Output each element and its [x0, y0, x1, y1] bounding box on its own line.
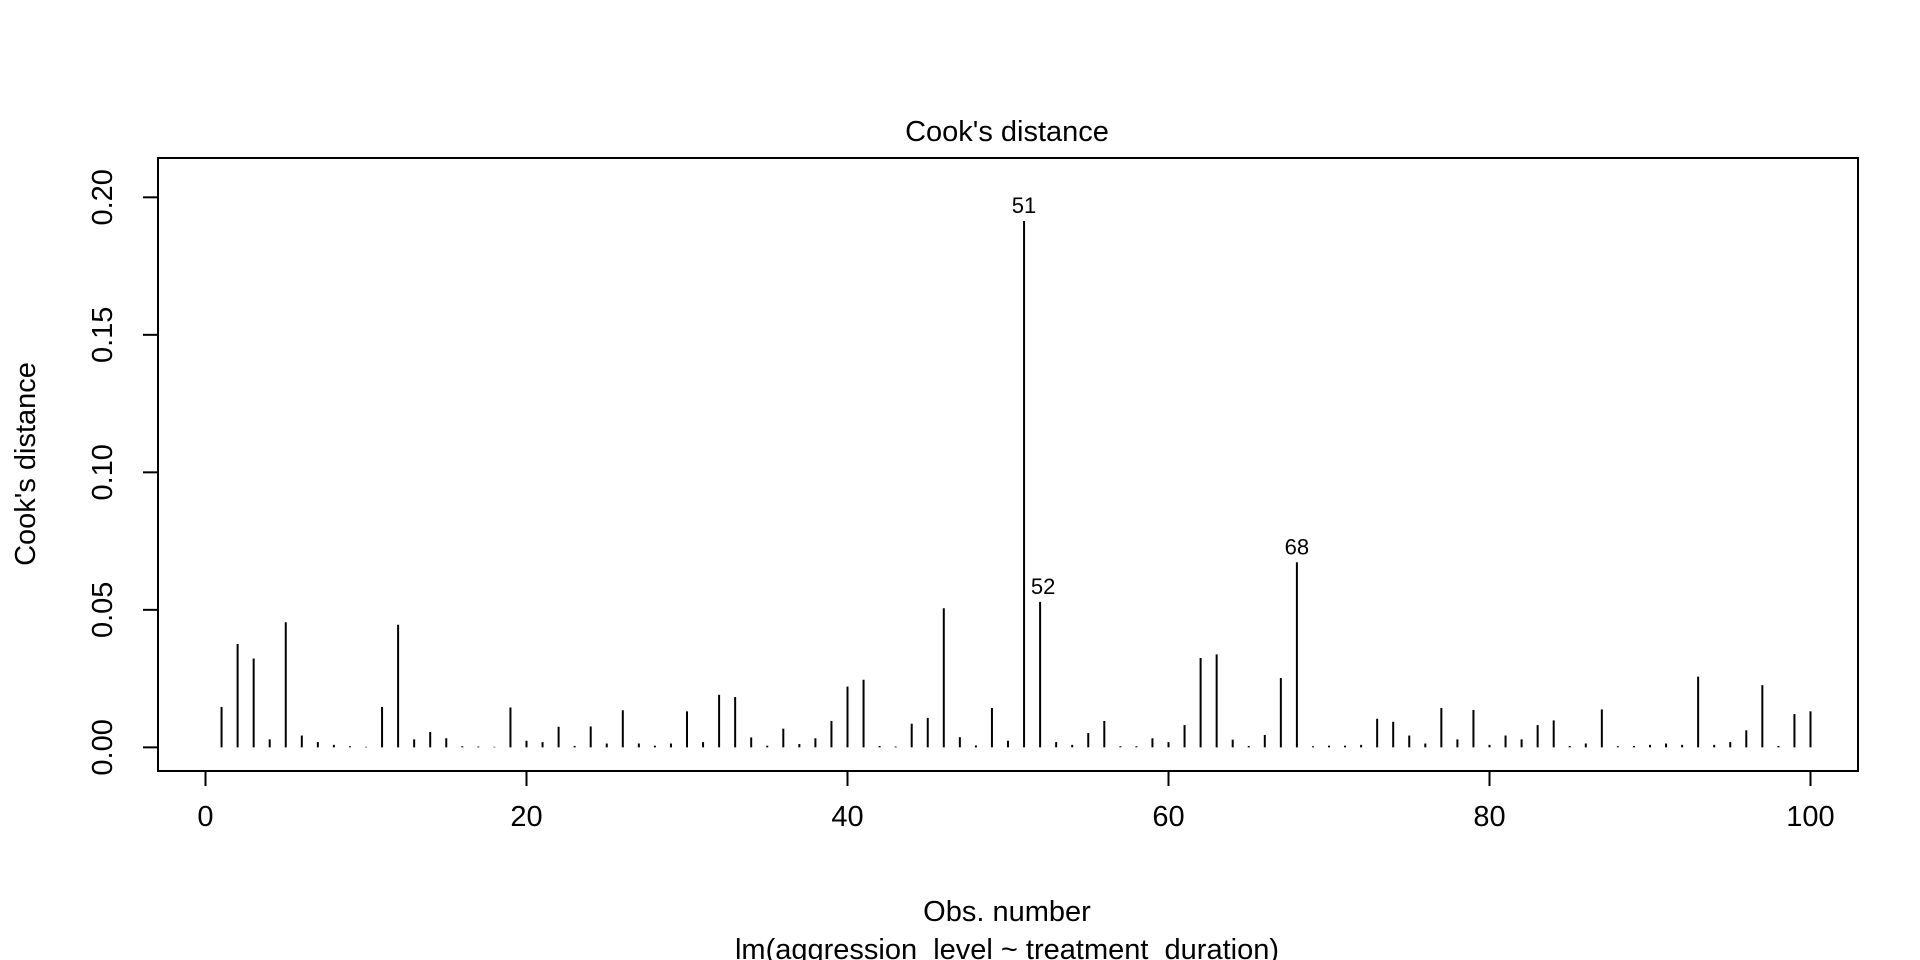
x-axis: 0 20 40 60 80 100 — [197, 770, 1835, 833]
annotation-group: 51 52 68 — [1012, 193, 1309, 599]
annotation-obs-52: 52 — [1031, 574, 1055, 599]
annotation-obs-51: 51 — [1012, 193, 1036, 218]
x-tick-label: 20 — [510, 801, 542, 833]
x-axis-label: Obs. number — [923, 896, 1091, 928]
x-tick-label: 100 — [1786, 801, 1834, 833]
annotation-obs-68: 68 — [1285, 534, 1309, 559]
y-tick-label: 0.00 — [87, 719, 119, 775]
y-tick-label: 0.20 — [87, 169, 119, 225]
x-tick-label: 80 — [1473, 801, 1505, 833]
chart-title: Cook's distance — [905, 116, 1109, 148]
y-tick-label: 0.05 — [87, 582, 119, 638]
x-tick-label: 60 — [1152, 801, 1184, 833]
y-tick-label: 0.15 — [87, 307, 119, 363]
y-tick-label: 0.10 — [87, 444, 119, 500]
x-tick-label: 40 — [831, 801, 863, 833]
chart-subtitle: lm(aggression_level ~ treatment_duration… — [735, 934, 1279, 960]
y-axis-label: Cook's distance — [10, 362, 42, 566]
x-tick-label: 0 — [197, 801, 213, 833]
plot-frame — [157, 157, 1859, 772]
y-axis: 0.00 0.05 0.10 0.15 0.20 — [87, 169, 159, 776]
bar-group — [220, 220, 1812, 748]
